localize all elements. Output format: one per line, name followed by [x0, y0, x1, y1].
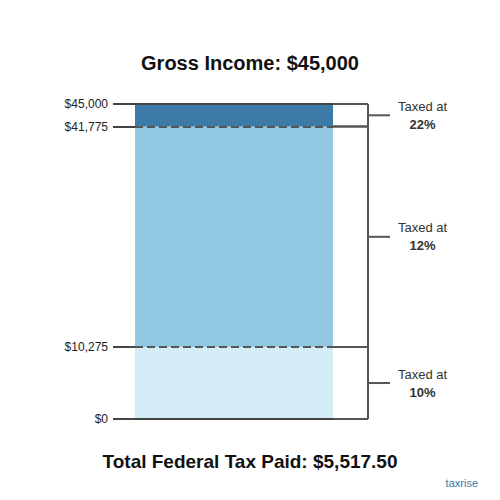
svg-text:Taxed at: Taxed at: [398, 99, 448, 114]
svg-text:$10,275: $10,275: [65, 340, 109, 354]
svg-text:22%: 22%: [410, 117, 436, 132]
svg-text:10%: 10%: [410, 385, 436, 400]
svg-text:Gross Income: $45,000: Gross Income: $45,000: [141, 52, 359, 74]
svg-text:$0: $0: [95, 412, 109, 426]
svg-text:taxrise: taxrise: [446, 477, 478, 489]
svg-text:$41,775: $41,775: [65, 120, 109, 134]
svg-text:Taxed at: Taxed at: [398, 367, 448, 382]
svg-text:Taxed at: Taxed at: [398, 220, 448, 235]
svg-text:Total Federal Tax Paid: $5,517: Total Federal Tax Paid: $5,517.50: [103, 451, 398, 472]
svg-text:$45,000: $45,000: [65, 97, 109, 111]
svg-text:12%: 12%: [410, 238, 436, 253]
